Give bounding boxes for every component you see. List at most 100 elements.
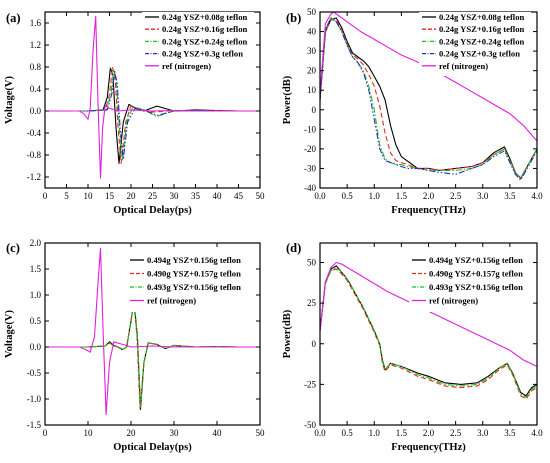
y-tick-label: 30 bbox=[307, 46, 317, 56]
panel-3: 0 10 20 30 40 50 -1.5 -1.0 -0.5 0.0 0.5 1.0 1.5 2.0 Op… bbox=[4, 238, 265, 453]
legend-label: 0.24g YSZ+0.08g teflon bbox=[439, 12, 524, 22]
x-tick-label: 4.0 bbox=[531, 428, 543, 438]
x-tick-label: 0 bbox=[43, 191, 48, 201]
legend-label: 0.24g YSZ+0.24g teflon bbox=[439, 36, 524, 46]
series-line bbox=[45, 67, 260, 164]
x-tick-label: 40 bbox=[213, 428, 223, 438]
y-tick-label: 40 bbox=[307, 27, 317, 37]
x-axis-label: Frequency(THz) bbox=[391, 442, 466, 453]
x-tick-label: 2.5 bbox=[450, 428, 462, 438]
x-tick-label: 10 bbox=[84, 191, 94, 201]
y-tick-label: 0 bbox=[312, 105, 317, 115]
y-tick-label: -25 bbox=[304, 379, 316, 389]
series-line bbox=[45, 247, 260, 416]
x-tick-label: 20 bbox=[127, 428, 137, 438]
series-line bbox=[320, 17, 537, 179]
legend-box bbox=[127, 255, 255, 312]
legend-label: 0.24g YSZ+0.08g teflon bbox=[162, 12, 247, 22]
y-tick-label: -1.2 bbox=[27, 172, 41, 182]
y-axis-label: Voltage(V) bbox=[4, 309, 15, 358]
legend-label: 0.24g YSZ+0.3g teflon bbox=[439, 49, 520, 59]
x-tick-label: 20 bbox=[127, 191, 137, 201]
panel-1: 0 5 10 15 20 25 30 35 40 45 50 -1.2 -0.8 -0.4 0.0 0.4 0.… bbox=[4, 11, 265, 216]
series-line bbox=[45, 69, 260, 162]
panel-label: (c) bbox=[6, 241, 20, 255]
legend: 0.494g YSZ+0.156g teflon 0.490g YSZ+0.157… bbox=[409, 255, 531, 312]
x-tick-label: 25 bbox=[148, 191, 158, 201]
series-line bbox=[320, 261, 537, 367]
x-tick-label: 50 bbox=[256, 191, 266, 201]
x-axis-label: Optical Delay(ps) bbox=[113, 205, 192, 216]
y-tick-label: 0.8 bbox=[30, 62, 42, 72]
y-tick-label: 1.5 bbox=[30, 264, 42, 274]
x-tick-label: 45 bbox=[234, 191, 244, 201]
x-axis-label: Frequency(THz) bbox=[391, 205, 466, 216]
legend-label: 0.494g YSZ+0.156g teflon bbox=[147, 255, 241, 265]
panel-4: 0.0 0.5 1.0 1.5 2.0 2.5 3.0 3.5 4.0 -50 -25 0 25 50 Fr… bbox=[282, 241, 543, 453]
y-tick-label: -30 bbox=[304, 163, 316, 173]
legend-label: ref (nitrogen) bbox=[162, 61, 211, 71]
panel-label: (a) bbox=[6, 11, 21, 25]
legend-label: 0.490g YSZ+0.157g teflon bbox=[429, 269, 523, 279]
x-tick-label: 1.0 bbox=[369, 191, 381, 201]
legend-label: 0.490g YSZ+0.157g teflon bbox=[147, 269, 241, 279]
x-tick-label: 1.5 bbox=[396, 428, 408, 438]
x-tick-label: 30 bbox=[170, 191, 180, 201]
x-tick-label: 3.5 bbox=[504, 428, 516, 438]
legend-label: ref (nitrogen) bbox=[439, 61, 488, 71]
y-tick-label: 0.4 bbox=[30, 84, 42, 94]
legend-box bbox=[419, 12, 531, 76]
x-tick-label: 2.5 bbox=[450, 191, 462, 201]
panel-label: (b) bbox=[286, 11, 301, 25]
legend-label: 0.24g YSZ+0.16g teflon bbox=[162, 24, 247, 34]
x-tick-label: 40 bbox=[213, 191, 223, 201]
y-tick-label: 0.0 bbox=[30, 106, 42, 116]
panel-2: 0.0 0.5 1.0 1.5 2.0 2.5 3.0 3.5 4.0 -40 -30 -20 -10 0… bbox=[282, 7, 543, 216]
y-tick-label: -1.0 bbox=[27, 394, 42, 404]
y-tick-label: 10 bbox=[307, 85, 317, 95]
y-tick-label: 20 bbox=[307, 66, 317, 76]
y-tick-label: 0.0 bbox=[30, 342, 42, 352]
legend-label: ref (nitrogen) bbox=[147, 296, 196, 306]
x-tick-label: 0 bbox=[43, 428, 48, 438]
y-tick-label: 1.0 bbox=[30, 290, 42, 300]
series-line bbox=[45, 300, 260, 410]
x-tick-label: 2.0 bbox=[423, 428, 435, 438]
y-tick-label: -0.5 bbox=[27, 368, 42, 378]
legend-label: 0.24g YSZ+0.3g teflon bbox=[162, 49, 243, 59]
y-tick-label: -0.4 bbox=[27, 128, 42, 138]
plot-frame bbox=[44, 242, 261, 426]
legend-box bbox=[142, 12, 254, 76]
x-tick-label: 35 bbox=[191, 191, 201, 201]
x-tick-label: 0.0 bbox=[314, 428, 326, 438]
legend-label: 0.24g YSZ+0.24g teflon bbox=[162, 36, 247, 46]
y-axis-label: Power(dB) bbox=[282, 75, 293, 124]
x-tick-label: 0.5 bbox=[342, 428, 354, 438]
x-axis-label: Optical Delay(ps) bbox=[113, 442, 192, 453]
y-tick-label: -20 bbox=[304, 144, 316, 154]
x-tick-label: 0.0 bbox=[314, 191, 326, 201]
series-line bbox=[45, 302, 260, 408]
series-line bbox=[320, 268, 537, 400]
x-tick-label: 1.0 bbox=[369, 428, 381, 438]
series-line bbox=[45, 15, 260, 179]
x-tick-label: 2.0 bbox=[423, 191, 435, 201]
y-tick-label: 50 bbox=[307, 7, 317, 17]
x-tick-label: 4.0 bbox=[531, 191, 543, 201]
x-tick-label: 5 bbox=[64, 191, 69, 201]
y-tick-label: -0.8 bbox=[27, 150, 42, 160]
y-tick-label: -40 bbox=[304, 183, 316, 193]
y-tick-label: 2.0 bbox=[30, 238, 42, 248]
y-tick-label: -10 bbox=[304, 124, 316, 134]
legend-label: 0.494g YSZ+0.156g teflon bbox=[429, 255, 523, 265]
legend-label: 0.493g YSZ+0.156g teflon bbox=[147, 282, 241, 292]
series-line bbox=[320, 19, 537, 179]
y-tick-label: 1.6 bbox=[30, 18, 42, 28]
series-line bbox=[320, 17, 537, 181]
panel-label: (d) bbox=[286, 241, 301, 255]
series-line bbox=[45, 299, 260, 409]
y-axis-label: Power(dB) bbox=[282, 309, 293, 358]
x-tick-label: 3.0 bbox=[477, 428, 489, 438]
legend: 0.494g YSZ+0.156g teflon 0.490g YSZ+0.157… bbox=[127, 255, 255, 312]
